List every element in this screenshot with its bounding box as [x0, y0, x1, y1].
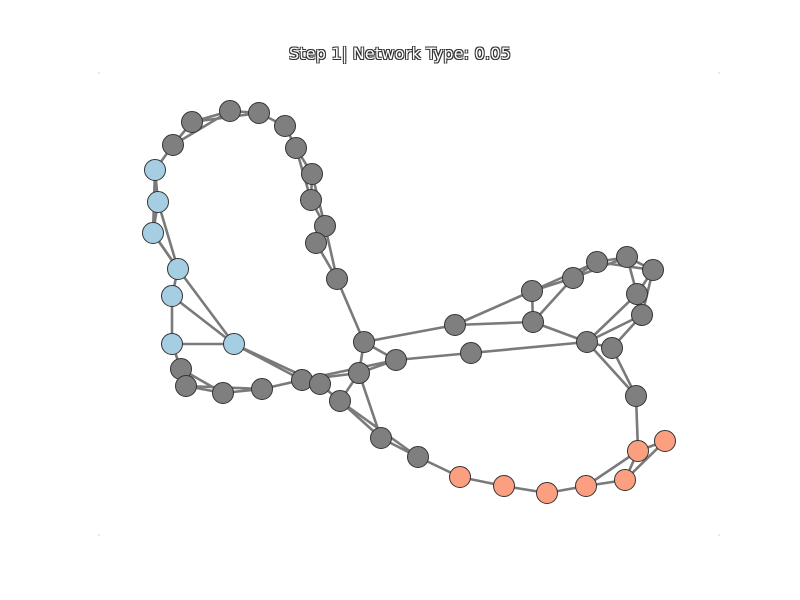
network-node-salmon [654, 430, 676, 452]
network-node-salmon [449, 466, 471, 488]
network-node-blue [161, 333, 183, 355]
network-node-default [642, 259, 664, 281]
network-node-default [625, 385, 647, 407]
network-node-default [212, 382, 234, 404]
network-node-default [329, 390, 351, 412]
network-edge [394, 351, 473, 362]
network-node-blue [142, 222, 164, 244]
network-node-default [616, 246, 638, 268]
network-node-default [175, 375, 197, 397]
network-node-default [248, 102, 270, 124]
network-node-salmon [614, 469, 636, 491]
network-node-default [521, 280, 543, 302]
network-node-default [301, 163, 323, 185]
network-edge [156, 200, 180, 271]
network-edge [453, 320, 535, 327]
network-edge [362, 323, 457, 344]
network-edge [585, 292, 639, 344]
network-node-default [586, 251, 608, 273]
network-node-default [219, 100, 241, 122]
network-edge [335, 277, 366, 344]
network-node-default [348, 362, 370, 384]
network-node-default [326, 268, 348, 290]
network-node-blue [161, 285, 183, 307]
network-edge [357, 371, 383, 440]
network-node-salmon [536, 482, 558, 504]
network-edge [453, 289, 534, 327]
network-node-default [385, 349, 407, 371]
chart-title: Step 1| Network Type: 0.05 [288, 44, 512, 63]
network-node-default [353, 331, 375, 353]
network-node-default [576, 331, 598, 353]
network-node-salmon [627, 440, 649, 462]
network-node-salmon [575, 475, 597, 497]
node-layer [142, 100, 676, 504]
network-node-blue [144, 159, 166, 181]
network-edge [171, 109, 232, 147]
network-node-default [291, 369, 313, 391]
edge-layer [151, 109, 667, 495]
network-node-default [407, 446, 429, 468]
network-edge [170, 294, 236, 346]
network-node-default [370, 427, 392, 449]
network-node-default [522, 311, 544, 333]
network-node-default [562, 267, 584, 289]
network-edge [585, 340, 638, 398]
network-node-default [314, 215, 336, 237]
network-node-default [460, 342, 482, 364]
network-node-salmon [493, 475, 515, 497]
network-node-default [305, 232, 327, 254]
network-node-default [162, 134, 184, 156]
network-node-blue [147, 191, 169, 213]
network-node-default [274, 115, 296, 137]
network-node-default [300, 189, 322, 211]
network-edge [469, 340, 589, 355]
frame-corners [98, 72, 720, 536]
network-node-default [181, 111, 203, 133]
network-node-default [285, 137, 307, 159]
network-node-default [444, 314, 466, 336]
network-node-default [631, 304, 653, 326]
network-node-blue [223, 333, 245, 355]
network-node-default [309, 373, 331, 395]
network-node-blue [167, 258, 189, 280]
network-node-default [626, 283, 648, 305]
network-node-default [251, 378, 273, 400]
network-edge [176, 267, 236, 346]
network-node-default [601, 337, 623, 359]
